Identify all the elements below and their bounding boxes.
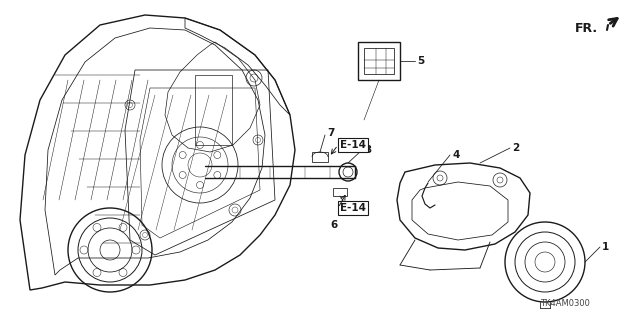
Text: 5: 5	[417, 56, 424, 66]
Text: 2: 2	[512, 143, 519, 153]
Text: 1: 1	[602, 242, 609, 252]
Text: 3: 3	[364, 145, 371, 155]
Text: FR.: FR.	[575, 21, 598, 35]
Text: 7: 7	[327, 128, 334, 138]
Text: 4: 4	[452, 150, 460, 160]
Text: TK4AM0300: TK4AM0300	[540, 299, 590, 308]
Text: 6: 6	[330, 220, 337, 230]
Text: E-14: E-14	[340, 203, 366, 213]
Text: E-14: E-14	[340, 140, 366, 150]
